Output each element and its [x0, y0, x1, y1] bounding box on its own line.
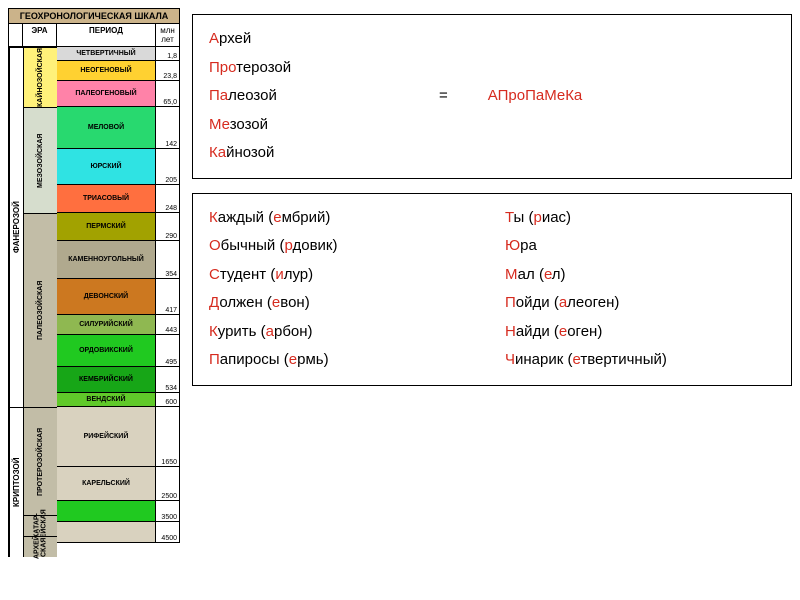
age-cell: 443 — [156, 315, 180, 335]
geo-scale: ГЕОХРОНОЛОГИЧЕСКАЯ ШКАЛА ЭРА ПЕРИОД млн … — [8, 8, 180, 557]
period-cell — [57, 522, 156, 543]
mnemonic-row: Обычный (рдовик) — [209, 232, 479, 261]
era-cell: ПРОТЕРОЗОЙСКАЯ — [23, 407, 57, 515]
age-cell: 495 — [156, 335, 180, 367]
eon-cell: КРИПТОЗОЙ — [9, 407, 23, 557]
period-cell: ОРДОВИКСКИЙ — [57, 335, 156, 367]
period-cell: ПАЛЕОГЕНОВЫЙ — [57, 81, 156, 107]
period-mnemonic-box: Каждый (ембрий)Обычный (рдовик)Студент (… — [192, 193, 792, 386]
period-cell: МЕЛОВОЙ — [57, 107, 156, 149]
age-cell: 600 — [156, 393, 180, 407]
mnemonic-row: Ты (риас) — [505, 204, 775, 233]
era-line: Протерозой — [209, 54, 439, 83]
header-period: ПЕРИОД — [57, 24, 156, 47]
geo-headers: ЭРА ПЕРИОД млн лет — [8, 24, 180, 47]
period-column: ЧЕТВЕРТИЧНЫЙНЕОГЕНОВЫЙПАЛЕОГЕНОВЫЙМЕЛОВО… — [57, 47, 156, 557]
era-column: КАЙНОЗОЙСКАЯМЕЗОЗОЙСКАЯПАЛЕОЗОЙСКАЯПРОТЕ… — [23, 47, 57, 557]
age-cell: 290 — [156, 213, 180, 241]
period-cell: КЕМБРИЙСКИЙ — [57, 367, 156, 393]
mnemonic-row: Найди (еоген) — [505, 318, 775, 347]
mnemonic-row: Мал (ел) — [505, 261, 775, 290]
age-cell: 4500 — [156, 522, 180, 543]
period-cell: ЮРСКИЙ — [57, 149, 156, 185]
age-column: 1,823,865,014220524829035441744349553460… — [156, 47, 180, 557]
period-cell — [57, 501, 156, 522]
mnemonic-left-column: Каждый (ембрий)Обычный (рдовик)Студент (… — [209, 204, 479, 375]
mnemonic-row: Курить (арбон) — [209, 318, 479, 347]
header-eon — [9, 24, 23, 47]
mnemonic-row: Каждый (ембрий) — [209, 204, 479, 233]
age-cell: 2500 — [156, 467, 180, 501]
geo-body: ФАНЕРОЗОЙКРИПТОЗОЙ КАЙНОЗОЙСКАЯМЕЗОЗОЙСК… — [8, 47, 180, 557]
period-cell: ВЕНДСКИЙ — [57, 393, 156, 407]
era-cell: КАТАР- ХЕЙСКАЯ — [23, 515, 57, 536]
era-acronym: АПроПаМеКа — [488, 82, 583, 111]
period-cell: КАМЕННОУГОЛЬНЫЙ — [57, 241, 156, 279]
era-cell: КАЙНОЗОЙСКАЯ — [23, 47, 57, 107]
age-cell: 354 — [156, 241, 180, 279]
period-cell: ЧЕТВЕРТИЧНЫЙ — [57, 47, 156, 61]
mnemonic-row: Чинарик (етвертичный) — [505, 346, 775, 375]
era-mnemonic-box: АрхейПротерозойПалеозойМезозойКайнозой =… — [192, 14, 792, 179]
period-cell: НЕОГЕНОВЫЙ — [57, 61, 156, 81]
age-cell: 417 — [156, 279, 180, 315]
header-era: ЭРА — [23, 24, 57, 47]
age-cell: 534 — [156, 367, 180, 393]
header-age: млн лет — [156, 24, 180, 47]
geo-title: ГЕОХРОНОЛОГИЧЕСКАЯ ШКАЛА — [8, 8, 180, 24]
period-cell: КАРЕЛЬСКИЙ — [57, 467, 156, 501]
era-cell: АРХЕЙ СКАЯ — [23, 536, 57, 557]
period-cell: ПЕРМСКИЙ — [57, 213, 156, 241]
period-cell: ДЕВОНСКИЙ — [57, 279, 156, 315]
mnemonic-row: Студент (илур) — [209, 261, 479, 290]
equals-sign: = — [439, 82, 448, 111]
right-panel: АрхейПротерозойПалеозойМезозойКайнозой =… — [192, 8, 792, 557]
mnemonic-row: Папиросы (ермь) — [209, 346, 479, 375]
era-line: Архей — [209, 25, 439, 54]
root: ГЕОХРОНОЛОГИЧЕСКАЯ ШКАЛА ЭРА ПЕРИОД млн … — [0, 0, 800, 565]
period-cell: РИФЕЙСКИЙ — [57, 407, 156, 467]
age-cell: 248 — [156, 185, 180, 213]
era-line: Палеозой — [209, 82, 439, 111]
era-line: Кайнозой — [209, 139, 439, 168]
mnemonic-row: Должен (евон) — [209, 289, 479, 318]
period-cell: СИЛУРИЙСКИЙ — [57, 315, 156, 335]
era-lines: АрхейПротерозойПалеозойМезозойКайнозой — [209, 25, 439, 168]
era-line: Мезозой — [209, 111, 439, 140]
age-cell: 205 — [156, 149, 180, 185]
mnemonic-row: Пойди (алеоген) — [505, 289, 775, 318]
age-cell: 142 — [156, 107, 180, 149]
age-cell: 1650 — [156, 407, 180, 467]
age-cell: 65,0 — [156, 81, 180, 107]
mnemonic-row: Юра — [505, 232, 775, 261]
age-cell: 1,8 — [156, 47, 180, 61]
eon-cell: ФАНЕРОЗОЙ — [9, 47, 23, 407]
era-cell: МЕЗОЗОЙСКАЯ — [23, 107, 57, 213]
eon-column: ФАНЕРОЗОЙКРИПТОЗОЙ — [9, 47, 23, 557]
age-cell: 3500 — [156, 501, 180, 522]
era-cell: ПАЛЕОЗОЙСКАЯ — [23, 213, 57, 407]
mnemonic-right-column: Ты (риас)ЮраМал (ел)Пойди (алеоген)Найди… — [505, 204, 775, 375]
age-cell: 23,8 — [156, 61, 180, 81]
period-cell: ТРИАСОВЫЙ — [57, 185, 156, 213]
